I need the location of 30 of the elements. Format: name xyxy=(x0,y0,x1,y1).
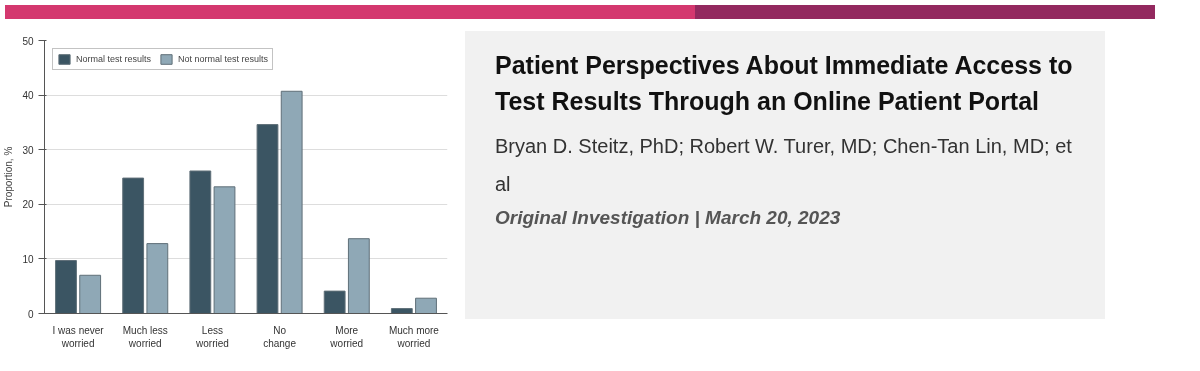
x-tick-label: Less worried xyxy=(195,324,229,349)
y-tick-label: 30 xyxy=(22,144,34,156)
x-tick-label: Much less worried xyxy=(122,324,168,349)
bar xyxy=(323,290,346,314)
text: Bryan D. Steitz, PhD; Robert W. Turer, MD; Chen-Tan Lin, MD; et al xyxy=(495,134,1073,197)
bar xyxy=(79,274,102,314)
y-axis-title: Proportion, % xyxy=(3,146,15,208)
x-tick-label: Much more worried xyxy=(388,324,440,349)
bar xyxy=(390,308,413,314)
bar xyxy=(146,243,169,314)
y-tick-label: 10 xyxy=(22,253,34,265)
x-tick-label: More worried xyxy=(329,324,364,349)
bar xyxy=(415,297,437,314)
bar xyxy=(213,186,236,314)
y-tick-label: 20 xyxy=(22,199,34,211)
y-tick-label: 50 xyxy=(22,35,34,47)
legend-label: Not normal test results xyxy=(178,54,269,64)
bar xyxy=(256,124,279,314)
x-tick-label: No change xyxy=(263,324,297,349)
text: Original Investigation | March 20, 2023 xyxy=(495,206,842,230)
y-tick-label: 0 xyxy=(27,308,34,320)
y-tick-label: 40 xyxy=(22,90,34,102)
legend-label: Normal test results xyxy=(76,54,152,64)
bar xyxy=(189,170,212,314)
text: Patient Perspectives About Immediate Access to Test Results Through an Online Patient Portal xyxy=(495,50,1074,117)
x-tick-label: I was never worried xyxy=(52,324,105,349)
bar xyxy=(122,177,145,314)
bar xyxy=(347,238,370,314)
bar xyxy=(280,90,303,314)
bar xyxy=(55,260,77,314)
